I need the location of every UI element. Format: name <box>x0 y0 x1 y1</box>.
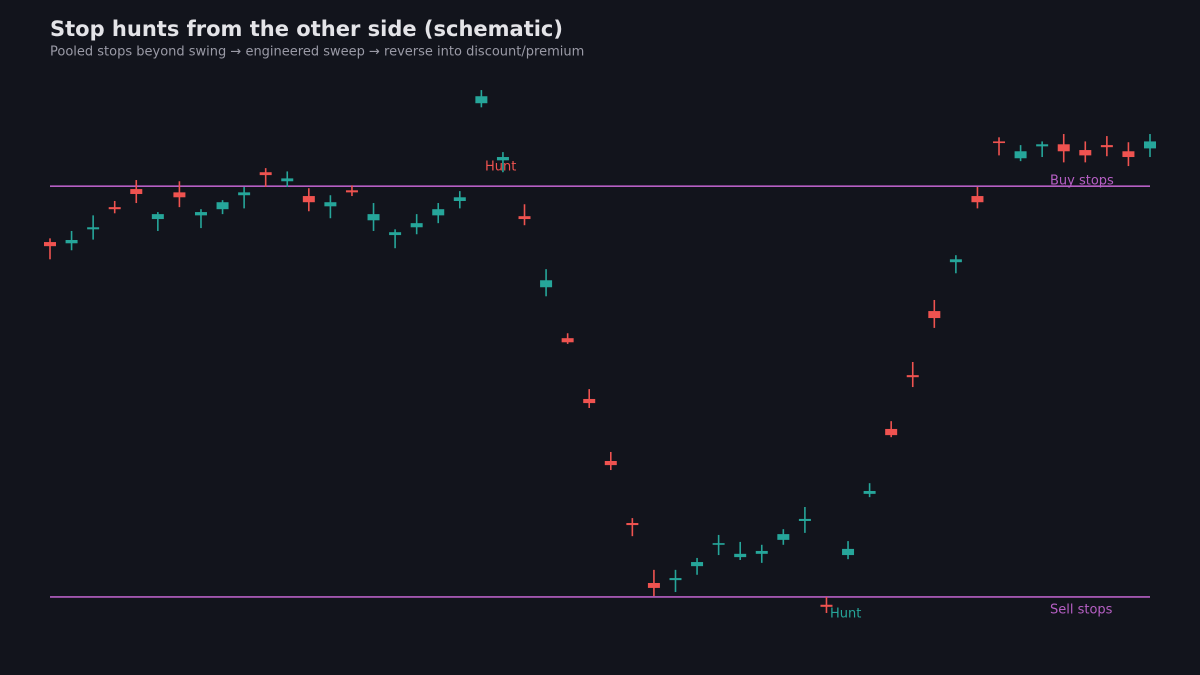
candle-body <box>1122 151 1135 158</box>
candle-body <box>44 242 56 247</box>
candle-body <box>583 398 596 404</box>
candle-body <box>173 192 186 198</box>
candle-body <box>1079 150 1092 156</box>
candle-body <box>755 550 768 554</box>
candle-body <box>1144 141 1156 149</box>
chart-title: Stop hunts from the other side (schemati… <box>50 17 563 41</box>
candle-body <box>885 428 898 436</box>
candle-body <box>669 578 682 581</box>
candle-body <box>496 157 509 161</box>
candle-body <box>949 259 962 263</box>
candle-body <box>1014 151 1027 159</box>
candle-body <box>712 543 725 545</box>
candle-body <box>281 178 294 182</box>
candle-body <box>518 216 531 220</box>
candle-body <box>647 582 660 588</box>
candle-body <box>259 172 272 176</box>
candle-body <box>604 460 617 466</box>
candle-body <box>993 141 1006 144</box>
annotation: Hunt <box>830 606 861 621</box>
candle-body <box>238 192 251 196</box>
candle-body <box>842 548 855 556</box>
candle-body <box>734 553 747 558</box>
candle-body <box>432 209 445 216</box>
candle-body <box>389 232 402 236</box>
candle-body <box>65 240 78 244</box>
candle-body <box>863 490 876 494</box>
level-label: Buy stops <box>1050 174 1114 189</box>
candle-body <box>820 604 833 607</box>
candle-body <box>130 189 143 194</box>
candle-body <box>87 227 100 230</box>
candle-body <box>410 223 423 228</box>
candle-body <box>194 212 207 216</box>
candle-body <box>475 96 488 104</box>
candle-body <box>453 197 466 201</box>
candle-body <box>1057 144 1070 152</box>
level-label: Sell stops <box>1050 602 1113 617</box>
candle-body <box>302 196 315 203</box>
candle-body <box>345 190 358 193</box>
chart-subtitle: Pooled stops beyond swing → engineered s… <box>50 45 584 60</box>
candle-body <box>540 280 553 288</box>
candle-body <box>798 518 811 521</box>
candle-body <box>324 202 337 207</box>
candle-body <box>906 375 919 378</box>
candle-body <box>1036 144 1049 147</box>
candle-body <box>691 562 704 567</box>
candle-body <box>108 207 121 210</box>
candle-body <box>1100 145 1113 148</box>
candle-body <box>561 338 574 343</box>
annotation: Hunt <box>485 160 516 175</box>
candle-body <box>151 214 164 220</box>
candle-body <box>216 202 229 210</box>
candle-body <box>367 214 380 221</box>
candle-body <box>928 311 941 319</box>
candle-body <box>626 523 639 526</box>
candle-body <box>777 534 790 540</box>
candle-body <box>971 196 984 203</box>
